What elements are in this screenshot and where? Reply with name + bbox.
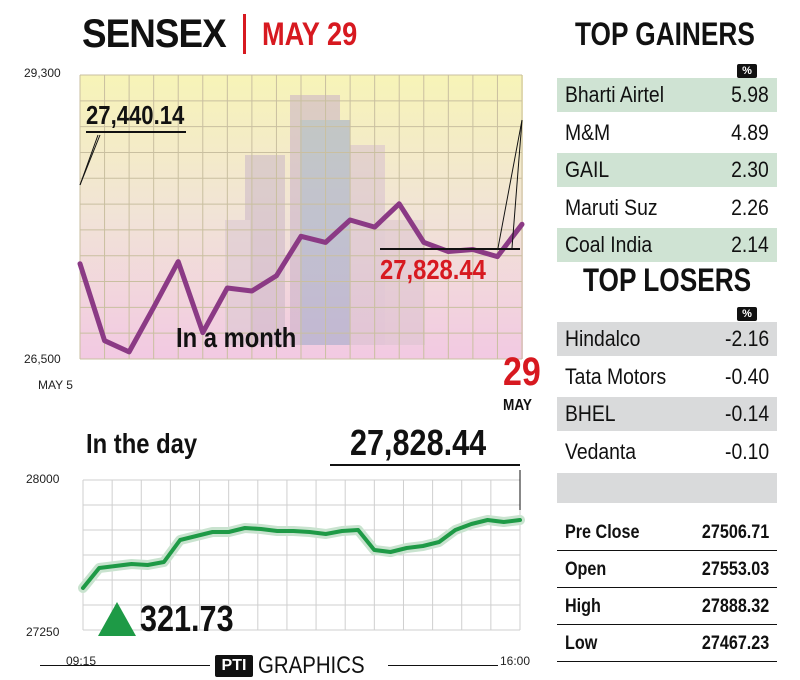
row-value: 27888.32 [701, 595, 769, 617]
table-row: Vedanta -0.10 [557, 435, 777, 469]
month-x-end-month: MAY [503, 397, 532, 414]
row-divider [557, 624, 777, 625]
row-name: GAIL [565, 157, 610, 182]
month-end-value: 27,828.44 [380, 254, 486, 285]
day-ytick-bottom: 27250 [26, 625, 60, 639]
row-name: BHEL [565, 401, 616, 426]
table-row: Coal India 2.14 [557, 228, 777, 262]
row-value: 2.26 [731, 194, 769, 220]
row-name: Bharti Airtel [565, 82, 664, 107]
table-row: Pre Close 27506.71 [557, 514, 777, 551]
footer-credit: GRAPHICS [258, 652, 365, 679]
row-divider [557, 587, 777, 588]
day-ytick-top: 28000 [26, 472, 60, 486]
table-row: BHEL -0.14 [557, 397, 777, 431]
gainers-title: TOP GAINERS [575, 16, 755, 52]
table-row: Maruti Suz 2.26 [557, 191, 777, 225]
month-chart-grid [79, 74, 523, 360]
day-change-value: 321.73 [140, 598, 234, 639]
title-date: MAY 29 [262, 16, 358, 52]
month-ytick-bottom: 26,500 [24, 352, 61, 366]
day-x-start-label: 09:15 [66, 654, 97, 668]
row-divider [557, 661, 777, 662]
table-row: M&M 4.89 [557, 116, 777, 150]
row-name: Tata Motors [565, 363, 667, 389]
row-value: 5.98 [731, 82, 769, 107]
day-series-line [81, 518, 522, 590]
footer-rule-right [388, 665, 498, 666]
row-name: Pre Close [565, 521, 640, 543]
table-row: Open 27553.03 [557, 551, 777, 588]
row-value: 27553.03 [701, 558, 769, 580]
row-name: M&M [565, 119, 611, 145]
losers-title: TOP LOSERS [583, 262, 752, 298]
building-illustration [225, 95, 425, 345]
row-name: Open [565, 558, 607, 580]
table-row: Tata Motors -0.40 [557, 360, 777, 394]
table-row: Hindalco -2.16 [557, 322, 777, 356]
row-divider [557, 550, 777, 551]
day-close-value: 27,828.44 [350, 422, 487, 463]
row-value: 27506.71 [701, 521, 769, 543]
footer-rule-left [40, 665, 210, 666]
month-x-end-day: 29 [503, 350, 541, 394]
month-series-line [77, 201, 525, 355]
row-value: -0.14 [724, 401, 769, 426]
month-chart-label: In a month [176, 322, 297, 353]
month-ytick-top: 29,300 [24, 66, 61, 80]
row-value: 2.14 [731, 232, 769, 257]
table-row: Bharti Airtel 5.98 [557, 78, 777, 112]
end-value-overline [380, 248, 520, 250]
row-name: High [565, 595, 601, 617]
row-name: Vedanta [565, 438, 637, 464]
row-value: 27467.23 [701, 632, 769, 654]
spacer-band [557, 473, 777, 503]
title-divider [243, 14, 246, 54]
row-name: Maruti Suz [565, 194, 658, 220]
row-name: Coal India [565, 232, 653, 257]
row-name: Hindalco [565, 326, 641, 351]
row-value: -2.16 [724, 326, 769, 351]
day-chart [78, 470, 525, 631]
table-row: GAIL 2.30 [557, 153, 777, 187]
table-row: High 27888.32 [557, 588, 777, 625]
pti-logo: PTI [215, 655, 253, 677]
page-title: SENSEX [82, 12, 227, 56]
row-value: 2.30 [731, 157, 769, 182]
losers-unit: % [737, 307, 757, 321]
gainers-unit: % [737, 64, 757, 78]
day-x-end-label: 16:00 [500, 654, 531, 668]
end-leader [497, 119, 523, 249]
month-x-start-label: MAY 5 [38, 378, 73, 392]
row-name: Low [565, 632, 598, 654]
up-triangle-icon [98, 602, 136, 636]
day-close-underline [330, 464, 520, 466]
row-value: 4.89 [731, 119, 769, 145]
row-value: -0.10 [724, 438, 769, 464]
row-value: -0.40 [724, 363, 769, 389]
month-chart [77, 74, 525, 360]
table-row: Low 27467.23 [557, 625, 777, 662]
month-start-value: 27,440.14 [86, 100, 185, 130]
day-chart-label: In the day [86, 428, 198, 459]
start-value-underline [86, 131, 186, 133]
